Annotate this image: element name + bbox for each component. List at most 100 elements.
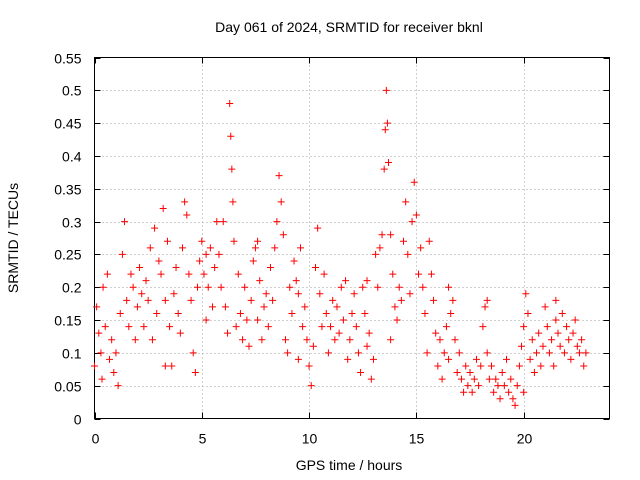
data-point [189,349,197,357]
data-point [526,355,534,363]
data-point [406,290,414,298]
data-point [543,323,551,331]
data-point [387,336,395,344]
data-point [228,165,236,173]
data-point [140,323,148,331]
data-point [346,336,354,344]
data-point [337,283,345,291]
data-point [136,264,144,272]
data-point [333,303,341,311]
data-point [204,283,212,291]
data-point [479,323,487,331]
y-tick-label: 0.05 [54,379,81,395]
data-point [541,303,549,311]
data-point [262,290,270,298]
data-point [419,283,427,291]
data-point [571,316,579,324]
data-point [305,362,313,370]
data-point [455,349,463,357]
data-point [301,303,309,311]
data-point [554,329,562,337]
data-point [537,362,545,370]
data-point [226,99,234,107]
data-point [359,283,367,291]
data-point [376,244,384,252]
x-tick-label: 15 [409,431,425,447]
data-point [185,270,193,278]
y-tick-label: 0.1 [62,346,82,362]
data-point [475,382,483,390]
data-point [108,336,116,344]
data-point [507,375,515,383]
data-point [320,270,328,278]
data-point [365,329,373,337]
data-point [492,375,500,383]
data-point [174,309,182,317]
data-point [148,336,156,344]
axis-ticks: 0 0.05 0.1 0.15 0.2 0.25 0.3 0.35 0.4 0.45 0.5 0.55… [54,51,610,447]
data-point [472,355,480,363]
y-tick-label: 0.2 [62,280,82,296]
data-point [483,296,491,304]
data-point [391,303,399,311]
data-point [229,198,237,206]
data-point [404,250,412,258]
y-tick-label: 0.55 [54,51,81,67]
data-point [434,362,442,370]
data-point [202,316,210,324]
data-point [389,270,397,278]
data-point [227,132,235,140]
data-point [374,283,382,291]
data-point [451,336,459,344]
data-point [146,244,154,252]
data-point [110,369,118,377]
data-point [382,86,390,94]
data-point [380,165,388,173]
data-point [163,237,171,245]
data-point [299,323,307,331]
data-point [427,270,435,278]
data-point [520,323,528,331]
data-point [423,349,431,357]
data-point [550,362,558,370]
data-point [230,237,238,245]
data-point [520,388,528,396]
data-point [578,336,586,344]
data-point [511,401,519,409]
data-point [483,349,491,357]
data-point [494,382,502,390]
y-tick-label: 0.25 [54,247,81,263]
data-point [515,362,523,370]
data-point [528,336,536,344]
data-point [196,257,204,265]
data-point [410,178,418,186]
data-points [91,86,590,409]
data-point [352,323,360,331]
data-point [260,303,268,311]
data-point [447,309,455,317]
data-point [206,244,214,252]
data-point [103,270,111,278]
data-point [187,296,195,304]
data-point [560,349,568,357]
data-point [400,237,407,245]
data-point [322,309,330,317]
data-point [496,395,504,403]
data-point [123,296,131,304]
data-point [354,349,362,357]
data-point [121,218,129,226]
data-point [241,283,249,291]
data-point [470,375,478,383]
data-point [239,336,247,344]
data-point [101,323,109,331]
y-tick-label: 0.35 [54,182,81,198]
y-tick-label: 0 [74,412,82,428]
data-point [284,349,292,357]
data-point [118,250,126,258]
data-point [91,362,98,370]
data-point [533,349,541,357]
data-point [224,329,232,337]
data-point [114,382,122,390]
data-point [563,323,571,331]
data-point [138,290,146,298]
